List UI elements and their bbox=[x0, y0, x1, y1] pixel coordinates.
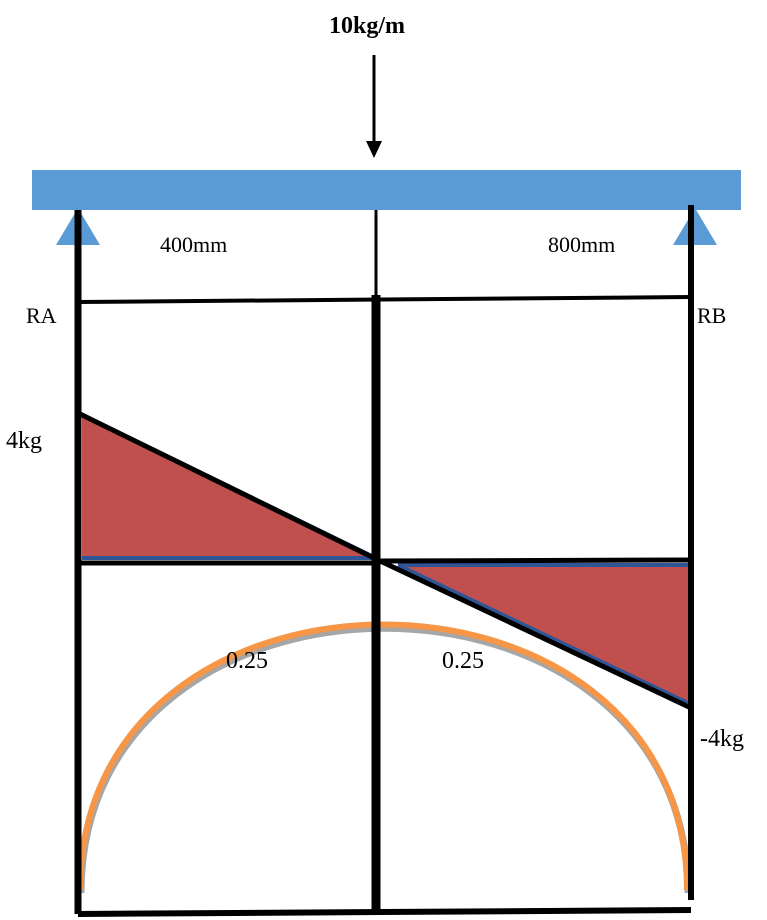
support-left-label: RA bbox=[26, 303, 57, 328]
right-value-label: 0.25 bbox=[442, 648, 484, 674]
load-arrow bbox=[366, 55, 382, 158]
shear-max-label: 4kg bbox=[6, 428, 42, 454]
load-label: 10kg/m bbox=[329, 13, 405, 39]
beam bbox=[32, 170, 741, 210]
left-value-label: 0.25 bbox=[226, 648, 268, 674]
span-left-label: 400mm bbox=[160, 232, 227, 257]
moment-curve-shadow bbox=[77, 624, 692, 894]
span-right-label: 800mm bbox=[548, 232, 615, 257]
moment-curve bbox=[77, 621, 690, 891]
frame-lines bbox=[74, 205, 694, 917]
support-right-triangle bbox=[673, 208, 717, 245]
support-right-label: RB bbox=[697, 303, 726, 328]
shear-min-label: -4kg bbox=[700, 726, 744, 752]
